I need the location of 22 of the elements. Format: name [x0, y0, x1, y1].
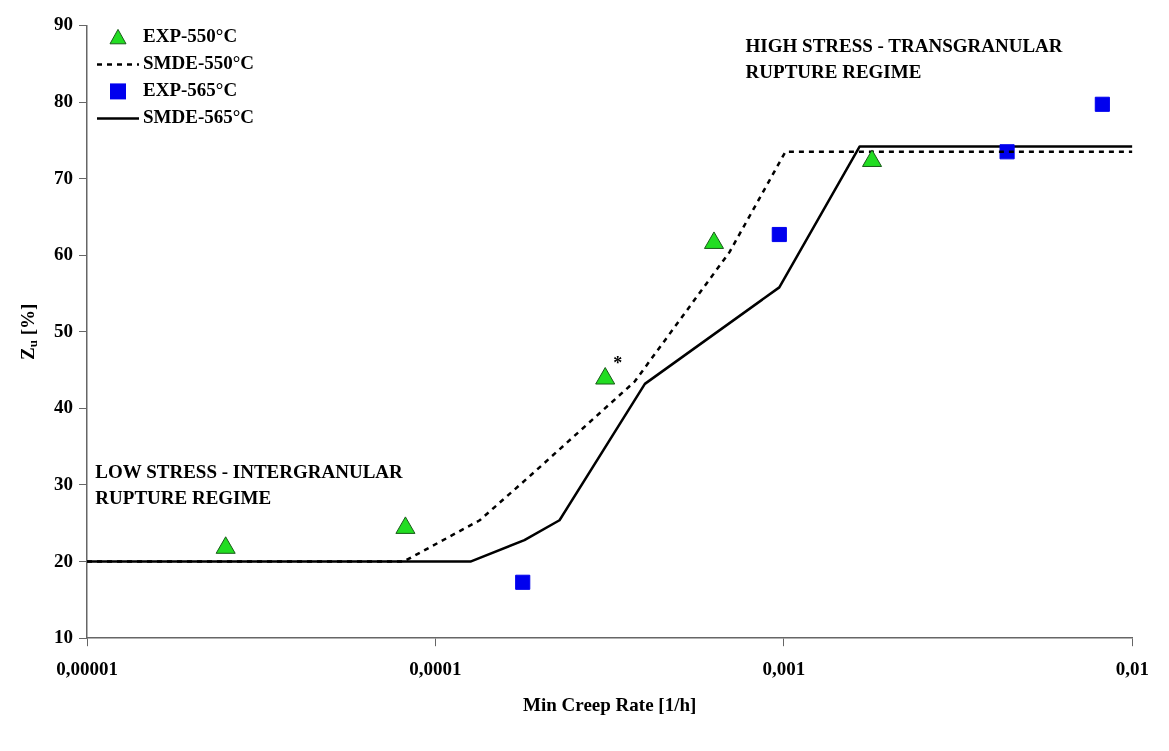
y-tick-label: 60	[54, 243, 73, 265]
annotation: LOW STRESS - INTERGRANULAR RUPTURE REGIME	[95, 460, 404, 508]
x-tick-label: 0,0001	[409, 657, 462, 679]
y-tick-label: 40	[54, 396, 73, 418]
y-tick-label: 70	[54, 166, 73, 188]
y-tick-label: 80	[54, 89, 73, 111]
legend-label: EXP-565°C	[143, 79, 238, 101]
y-tick-label: 90	[54, 13, 73, 35]
legend-label: EXP-550°C	[143, 25, 238, 47]
y-tick-label: 30	[54, 472, 73, 494]
x-tick-label: 0,01	[1115, 657, 1149, 679]
legend-label: SMDE-565°C	[143, 106, 255, 128]
y-tick-label: 20	[54, 549, 73, 571]
y-axis-title: Zu [%]	[16, 303, 41, 360]
annotation: *	[613, 353, 623, 374]
x-tick-label: 0,001	[762, 657, 806, 679]
x-axis-title: Min Creep Rate [1/h]	[523, 694, 697, 716]
y-tick-label: 50	[54, 319, 73, 341]
annotation: HIGH STRESS - TRANSGRANULAR RUPTURE REGIME	[745, 35, 1063, 83]
legend-label: SMDE-550°C	[143, 52, 255, 74]
x-tick-label: 0,00001	[56, 657, 118, 679]
y-tick-label: 10	[54, 626, 73, 648]
